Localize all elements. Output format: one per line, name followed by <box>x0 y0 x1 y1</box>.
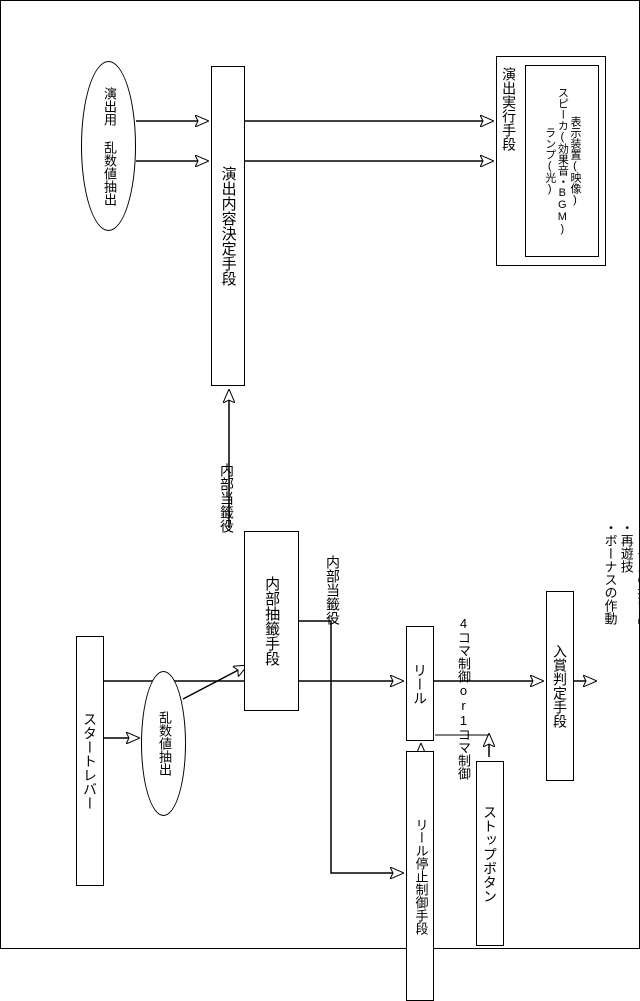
node-label: 演出内容決定手段 <box>219 166 236 286</box>
label-text: 内部当籤役 <box>325 555 341 625</box>
node-label: 演出用 乱数値抽出 <box>101 87 116 206</box>
node-effect-exec: 演出実行手段 表示装置(映像) スピーカ(効果音・BGM) ランプ(光) <box>496 56 606 266</box>
node-label: 乱数値抽出 <box>156 711 171 776</box>
label-text: 特典の付与 ・メダルの払い出し ・再遊技 ・ボーナスの作動 <box>603 521 640 646</box>
node-start-lever: スタートレバー <box>76 636 104 886</box>
node-effect-decide: 演出内容決定手段 <box>211 66 245 386</box>
edge-label-internal-role-2: 内部当籤役 <box>307 491 359 625</box>
node-prize-judge: 入賞判定手段 <box>546 591 574 781</box>
node-stop-button: ストップボタン <box>476 761 504 946</box>
node-effect-exec-inner: 表示装置(映像) スピーカ(効果音・BGM) ランプ(光) <box>525 65 599 257</box>
node-label: 表示装置(映像) スピーカ(効果音・BGM) ランプ(光) <box>543 87 581 235</box>
node-random-extract: 乱数値抽出 <box>141 671 186 816</box>
node-label: 入賞判定手段 <box>552 644 568 728</box>
label-text: 内部当籤役 <box>219 463 235 533</box>
node-reel-stop-ctrl: リール停止制御手段 <box>406 751 434 1001</box>
node-title: 演出実行手段 <box>501 67 517 151</box>
node-label: リール停止制御手段 <box>413 818 428 935</box>
node-random-for-effect: 演出用 乱数値抽出 <box>81 61 136 231</box>
node-label: ストップボタン <box>482 805 498 903</box>
node-internal-lottery: 内部抽籤手段 <box>244 531 299 711</box>
output-benefits-list: 特典の付与 ・メダルの払い出し ・再遊技 ・ボーナスの作動 <box>585 521 640 646</box>
node-label: リール <box>412 663 428 705</box>
label-text: 4コマ制御or1コマ制御 <box>456 616 471 780</box>
node-reel: リール <box>406 626 434 741</box>
node-label: スタートレバー <box>82 712 98 810</box>
edge-label-internal-role-1: 内部当籤役 <box>201 399 253 533</box>
diagram-canvas: 演出用 乱数値抽出 演出内容決定手段 演出実行手段 表示装置(映像) スピーカ(… <box>0 0 640 949</box>
edge-label-koma-control: 4コマ制御or1コマ制御 <box>439 556 488 780</box>
node-label: 内部抽籤手段 <box>263 576 280 666</box>
